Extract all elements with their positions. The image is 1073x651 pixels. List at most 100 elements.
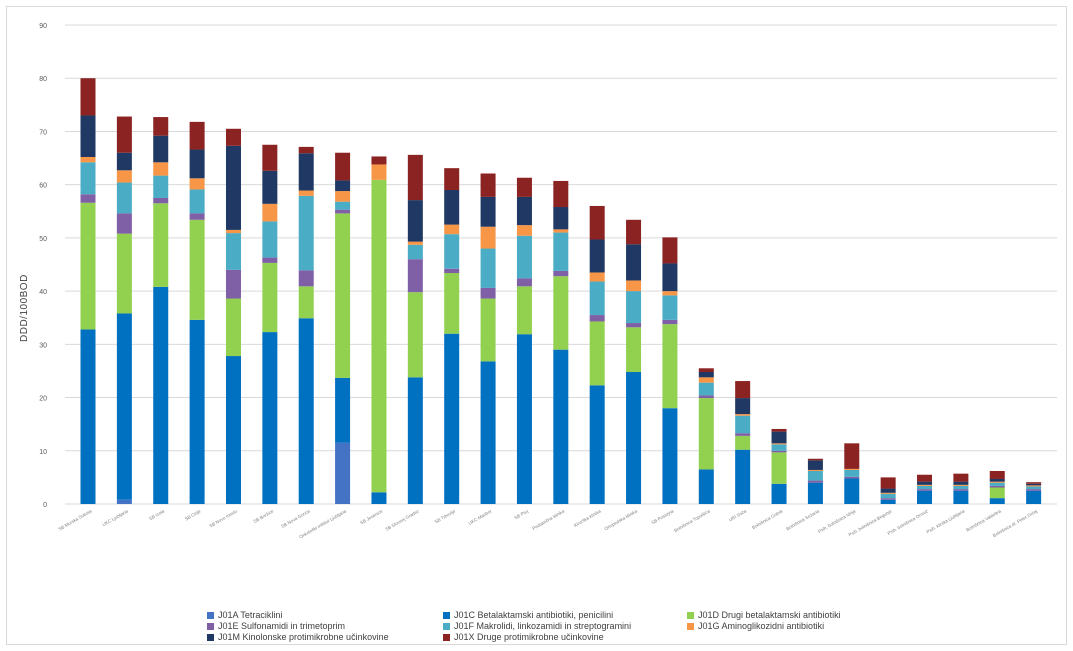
bar-segment bbox=[262, 203, 278, 222]
bar-stack bbox=[771, 428, 787, 504]
legend-item: J01E Sulfonamidi in trimetoprim bbox=[207, 621, 345, 631]
bar-segment bbox=[225, 356, 241, 504]
legend-swatch bbox=[687, 611, 694, 619]
x-tick-label: UKC Maribor bbox=[468, 508, 493, 526]
bar-segment bbox=[153, 175, 169, 198]
bar-segment bbox=[698, 368, 714, 373]
bar-segment bbox=[553, 180, 569, 208]
bar-segment bbox=[335, 152, 351, 181]
bar-segment bbox=[698, 382, 714, 396]
bar-segment bbox=[116, 233, 132, 314]
bar-segment bbox=[953, 485, 969, 490]
legend-swatch bbox=[207, 611, 214, 619]
bar-segment bbox=[735, 415, 751, 434]
bar-segment bbox=[153, 117, 169, 136]
bar-segment bbox=[553, 349, 569, 504]
x-tick-label: Bolnišnica Valdoltra bbox=[965, 508, 1002, 532]
x-tick-label: Psih. bolnišnica Ormož bbox=[887, 508, 930, 536]
bar-segment bbox=[844, 478, 860, 504]
bar-segment bbox=[80, 194, 96, 203]
bar-segment bbox=[335, 180, 351, 192]
bar-segment bbox=[771, 452, 787, 484]
bar-segment bbox=[880, 498, 896, 500]
y-tick-label: 10 bbox=[39, 449, 47, 456]
bar-segment bbox=[407, 377, 423, 504]
bar-segment bbox=[153, 286, 169, 504]
bar-segment bbox=[844, 476, 860, 479]
y-axis-label-wrap: DDD/100BOD bbox=[17, 274, 37, 342]
bar-segment bbox=[116, 182, 132, 214]
bar-segment bbox=[189, 178, 205, 190]
x-tick-label: SB Izola bbox=[148, 508, 165, 521]
bar-segment bbox=[553, 270, 569, 277]
bar-segment bbox=[589, 281, 605, 316]
bar-stack bbox=[807, 458, 823, 504]
bar-segment bbox=[153, 162, 169, 176]
x-tick-label: SB Jesenice bbox=[359, 508, 384, 525]
bar-segment bbox=[335, 201, 351, 210]
bar-segment bbox=[989, 482, 1005, 486]
bar-segment bbox=[262, 262, 278, 333]
legend-label: J01F Makrolidi, linkozamidi in streptogr… bbox=[454, 621, 632, 631]
legend-label: J01G Aminoglikozidni antibiotiki bbox=[698, 621, 825, 631]
bar-segment bbox=[662, 263, 678, 292]
bar-segment bbox=[553, 229, 569, 233]
bar-segment bbox=[116, 116, 132, 153]
bar-segment bbox=[335, 442, 351, 504]
bar-segment bbox=[662, 237, 678, 264]
bar-segment bbox=[989, 487, 1005, 499]
bar-segment bbox=[480, 361, 496, 504]
legend-item: J01F Makrolidi, linkozamidi in streptogr… bbox=[443, 621, 631, 631]
bar-segment bbox=[662, 324, 678, 409]
bar-segment bbox=[335, 377, 351, 443]
bar-segment bbox=[298, 270, 314, 287]
bar-segment bbox=[298, 153, 314, 191]
bar-segment bbox=[844, 443, 860, 469]
bar-segment bbox=[662, 408, 678, 504]
bar-segment bbox=[516, 225, 532, 236]
bar-stack bbox=[262, 144, 278, 504]
bar-segment bbox=[116, 499, 132, 504]
bar-segment bbox=[626, 219, 642, 245]
bar-segment bbox=[116, 313, 132, 500]
bar-segment bbox=[444, 273, 460, 334]
bar-segment bbox=[807, 480, 823, 483]
x-tick-label: SB Trbovlje bbox=[434, 508, 457, 524]
legend-label: J01A Tetraciklini bbox=[218, 610, 283, 620]
bar-segment bbox=[262, 144, 278, 171]
bar-segment bbox=[371, 492, 387, 504]
bar-segment bbox=[407, 154, 423, 201]
legend-swatch bbox=[443, 633, 450, 641]
bar-segment bbox=[153, 203, 169, 287]
bar-segment bbox=[480, 248, 496, 288]
bar-stack bbox=[189, 121, 205, 504]
bar-segment bbox=[880, 499, 896, 504]
bar-segment bbox=[880, 492, 896, 494]
bar-stack bbox=[735, 381, 751, 504]
bar-segment bbox=[553, 232, 569, 271]
bar-segment bbox=[371, 179, 387, 493]
y-tick-labels: 0 10 20 30 40 50 60 70 80 90 bbox=[39, 23, 47, 509]
bar-stack bbox=[880, 477, 896, 504]
bar-segment bbox=[80, 156, 96, 163]
legend-swatch bbox=[687, 622, 694, 630]
bar-segment bbox=[771, 450, 787, 453]
bar-segment bbox=[480, 196, 496, 227]
bar-segment bbox=[989, 485, 1005, 488]
legend-item: J01A Tetraciklini bbox=[207, 610, 282, 620]
bar-segment bbox=[444, 168, 460, 190]
bar-segment bbox=[771, 443, 787, 445]
bar-segment bbox=[407, 200, 423, 242]
bar-segment bbox=[989, 471, 1005, 479]
x-tick-label: SB Novo mesto bbox=[208, 508, 238, 528]
bar-segment bbox=[1026, 489, 1042, 491]
legend-item: J01G Aminoglikozidni antibiotiki bbox=[687, 621, 824, 631]
bar-stack bbox=[335, 152, 351, 504]
bar-segment bbox=[735, 449, 751, 504]
bar-segment bbox=[298, 146, 314, 154]
bar-segment bbox=[880, 477, 896, 489]
bar-segment bbox=[662, 319, 678, 325]
bar-segment bbox=[116, 152, 132, 171]
x-tick-label: Pediatrična klinika bbox=[531, 508, 565, 531]
bar-segment bbox=[989, 481, 1005, 483]
